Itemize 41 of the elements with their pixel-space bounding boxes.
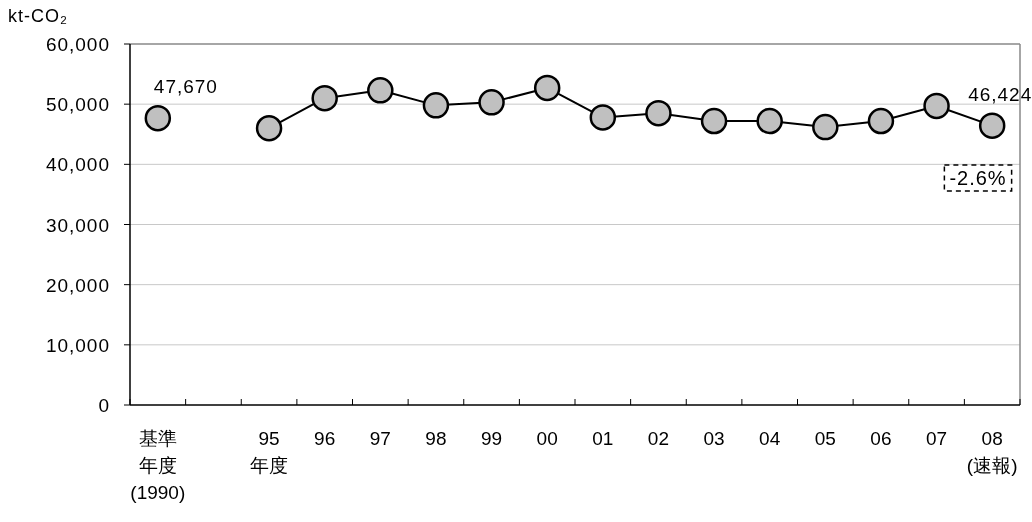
- point: [978, 112, 1006, 139]
- point: [812, 113, 839, 141]
- y-tick-label: 60,000: [45, 34, 110, 55]
- point: [255, 114, 283, 142]
- point: [700, 107, 728, 135]
- point: [756, 107, 783, 135]
- point: [867, 107, 895, 135]
- x-tick-label: 01: [592, 428, 614, 449]
- point: [533, 74, 561, 102]
- x-tick-label: 99: [480, 428, 503, 449]
- y-tick-label: 20,000: [45, 274, 110, 296]
- y-axis-title: kt-CO₂: [8, 6, 68, 26]
- x-tick-label: 05: [814, 428, 836, 449]
- y-tick-label: 40,000: [45, 154, 110, 176]
- x-tick-label: 08(速報): [966, 428, 1018, 476]
- x-tick-label: 03: [703, 428, 725, 449]
- point: [367, 77, 394, 104]
- point: [645, 99, 672, 127]
- point: [589, 104, 617, 131]
- x-tick-label: 97: [369, 428, 391, 449]
- x-tick-label: 96: [314, 428, 336, 449]
- annotation: -2.6%: [949, 167, 1007, 189]
- y-tick-label: 10,000: [45, 334, 110, 356]
- point: [144, 104, 172, 132]
- x-tick-label: 07: [925, 428, 948, 449]
- y-tick-label: 0: [98, 395, 110, 416]
- x-tick-label: 98: [425, 428, 447, 449]
- x-tick-label: 00: [536, 428, 558, 449]
- point: [478, 89, 505, 116]
- y-tick-label: 30,000: [45, 214, 110, 236]
- point: [311, 84, 338, 112]
- data-label: 46,424: [968, 83, 1032, 105]
- point: [923, 92, 950, 120]
- x-tick-label: 02: [647, 428, 670, 449]
- y-tick-label: 50,000: [45, 94, 110, 116]
- x-tick-label: 95年度: [250, 428, 289, 476]
- point: [422, 92, 450, 119]
- x-tick-label: 基準年度(1990): [130, 428, 186, 503]
- data-label: 47,670: [153, 76, 218, 98]
- x-tick-label: 04: [759, 428, 781, 449]
- x-tick-label: 06: [870, 428, 892, 449]
